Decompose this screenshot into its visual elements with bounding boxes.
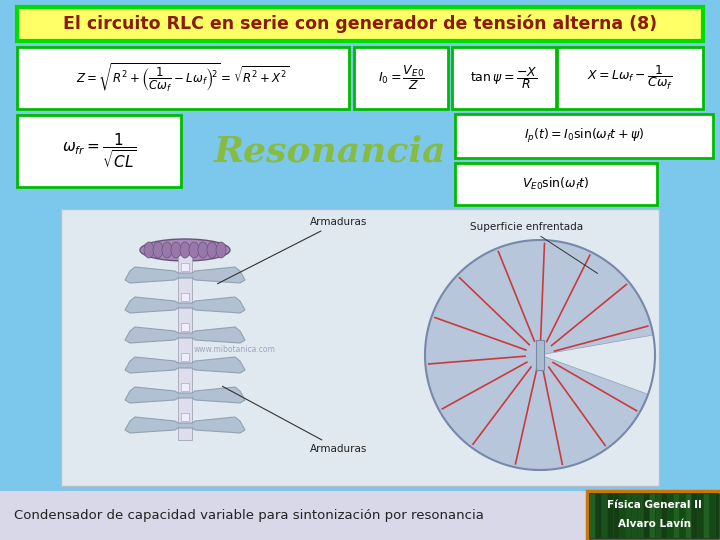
Ellipse shape <box>189 242 199 258</box>
Text: Física General II: Física General II <box>606 500 701 510</box>
FancyBboxPatch shape <box>589 493 719 539</box>
Polygon shape <box>425 240 653 470</box>
Text: $X = L\omega_f - \dfrac{1}{C\omega_f}$: $X = L\omega_f - \dfrac{1}{C\omega_f}$ <box>587 64 673 92</box>
Text: $\tan\psi = \dfrac{-X}{R}$: $\tan\psi = \dfrac{-X}{R}$ <box>470 65 538 91</box>
FancyBboxPatch shape <box>17 115 181 187</box>
FancyBboxPatch shape <box>587 491 720 540</box>
Bar <box>596 494 601 538</box>
Text: $I_0 = \dfrac{V_{E0}}{Z}$: $I_0 = \dfrac{V_{E0}}{Z}$ <box>377 64 425 92</box>
Polygon shape <box>125 417 245 433</box>
Bar <box>716 494 720 538</box>
Bar <box>536 340 544 370</box>
Bar <box>181 293 189 301</box>
Bar <box>178 255 192 440</box>
Bar <box>181 263 189 271</box>
Bar <box>614 494 619 538</box>
FancyBboxPatch shape <box>455 114 713 158</box>
Bar <box>650 494 655 538</box>
Bar <box>656 494 661 538</box>
Polygon shape <box>125 327 245 343</box>
Text: www.mibotanica.com: www.mibotanica.com <box>194 346 276 354</box>
Text: Armaduras: Armaduras <box>222 386 367 454</box>
Bar <box>662 494 667 538</box>
FancyBboxPatch shape <box>17 47 349 109</box>
Bar <box>181 413 189 421</box>
FancyBboxPatch shape <box>455 163 657 205</box>
Bar <box>674 494 679 538</box>
Text: $\omega_{fr} = \dfrac{1}{\sqrt{CL}}$: $\omega_{fr} = \dfrac{1}{\sqrt{CL}}$ <box>62 132 136 171</box>
Ellipse shape <box>207 242 217 258</box>
Ellipse shape <box>140 239 230 261</box>
Bar <box>608 494 613 538</box>
Bar <box>602 494 607 538</box>
Bar <box>668 494 673 538</box>
Bar <box>626 494 631 538</box>
Polygon shape <box>125 297 245 313</box>
Bar <box>644 494 649 538</box>
Bar <box>680 494 685 538</box>
Bar <box>710 494 715 538</box>
Text: $V_{E0}\sin(\omega_f t)$: $V_{E0}\sin(\omega_f t)$ <box>522 176 590 192</box>
FancyBboxPatch shape <box>0 491 587 540</box>
Text: Resonancia: Resonancia <box>214 134 446 168</box>
Text: Condensador de capacidad variable para sintonización por resonancia: Condensador de capacidad variable para s… <box>14 510 484 523</box>
Bar <box>704 494 709 538</box>
FancyBboxPatch shape <box>354 47 448 109</box>
Bar <box>181 383 189 391</box>
Bar <box>181 323 189 331</box>
Ellipse shape <box>198 242 208 258</box>
Bar <box>686 494 691 538</box>
Text: $I_p(t) = I_0\sin(\omega_f t + \psi)$: $I_p(t) = I_0\sin(\omega_f t + \psi)$ <box>524 127 644 145</box>
Ellipse shape <box>171 242 181 258</box>
Bar <box>620 494 625 538</box>
Bar <box>632 494 637 538</box>
Bar <box>181 353 189 361</box>
Ellipse shape <box>216 242 226 258</box>
FancyBboxPatch shape <box>557 47 703 109</box>
Text: El circuito RLC en serie con generador de tensión alterna (8): El circuito RLC en serie con generador d… <box>63 15 657 33</box>
Text: Alvaro Lavín: Alvaro Lavín <box>618 519 690 529</box>
Polygon shape <box>125 267 245 283</box>
Ellipse shape <box>162 242 172 258</box>
FancyBboxPatch shape <box>61 209 659 486</box>
Ellipse shape <box>144 242 154 258</box>
Polygon shape <box>125 357 245 373</box>
Ellipse shape <box>180 242 190 258</box>
Text: $Z = \sqrt{R^2 + \left(\dfrac{1}{C\omega_f} - L\omega_f\right)^{\!2}} = \sqrt{R^: $Z = \sqrt{R^2 + \left(\dfrac{1}{C\omega… <box>76 62 289 94</box>
Polygon shape <box>125 387 245 403</box>
Ellipse shape <box>153 242 163 258</box>
Text: Superficie enfrentada: Superficie enfrentada <box>470 222 598 273</box>
FancyBboxPatch shape <box>452 47 556 109</box>
Text: Armaduras: Armaduras <box>217 217 367 284</box>
Bar <box>692 494 697 538</box>
FancyBboxPatch shape <box>17 7 703 41</box>
Bar <box>590 494 595 538</box>
Bar <box>698 494 703 538</box>
Bar <box>638 494 643 538</box>
